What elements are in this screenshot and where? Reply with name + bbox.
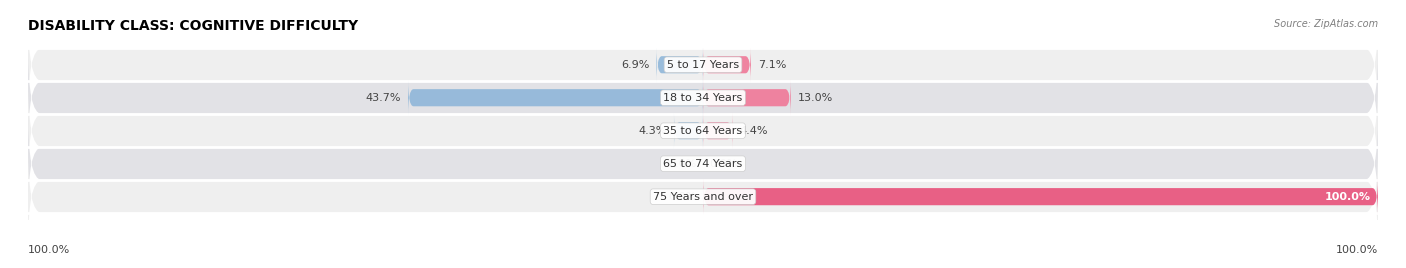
Text: 0.0%: 0.0%	[668, 159, 696, 169]
Text: 35 to 64 Years: 35 to 64 Years	[664, 126, 742, 136]
FancyBboxPatch shape	[28, 81, 1378, 181]
FancyBboxPatch shape	[703, 113, 733, 148]
Text: 43.7%: 43.7%	[366, 93, 401, 103]
FancyBboxPatch shape	[657, 47, 703, 83]
Text: 100.0%: 100.0%	[1336, 245, 1378, 255]
Text: 0.0%: 0.0%	[668, 192, 696, 202]
FancyBboxPatch shape	[28, 48, 1378, 147]
Text: 6.9%: 6.9%	[621, 60, 650, 70]
FancyBboxPatch shape	[703, 179, 1378, 214]
Text: 5 to 17 Years: 5 to 17 Years	[666, 60, 740, 70]
Text: 7.1%: 7.1%	[758, 60, 786, 70]
Text: Source: ZipAtlas.com: Source: ZipAtlas.com	[1274, 19, 1378, 29]
Text: 100.0%: 100.0%	[28, 245, 70, 255]
Text: 4.4%: 4.4%	[740, 126, 768, 136]
Text: 100.0%: 100.0%	[1324, 192, 1371, 202]
FancyBboxPatch shape	[703, 80, 790, 116]
FancyBboxPatch shape	[28, 147, 1378, 247]
FancyBboxPatch shape	[28, 114, 1378, 214]
Text: 13.0%: 13.0%	[797, 93, 832, 103]
FancyBboxPatch shape	[408, 80, 703, 116]
FancyBboxPatch shape	[673, 113, 703, 148]
Text: 4.3%: 4.3%	[638, 126, 668, 136]
Text: 18 to 34 Years: 18 to 34 Years	[664, 93, 742, 103]
Legend: Male, Female: Male, Female	[644, 267, 762, 268]
Text: 75 Years and over: 75 Years and over	[652, 192, 754, 202]
Text: 0.0%: 0.0%	[710, 159, 738, 169]
FancyBboxPatch shape	[703, 47, 751, 83]
FancyBboxPatch shape	[28, 15, 1378, 114]
Text: 65 to 74 Years: 65 to 74 Years	[664, 159, 742, 169]
Text: DISABILITY CLASS: COGNITIVE DIFFICULTY: DISABILITY CLASS: COGNITIVE DIFFICULTY	[28, 19, 359, 33]
